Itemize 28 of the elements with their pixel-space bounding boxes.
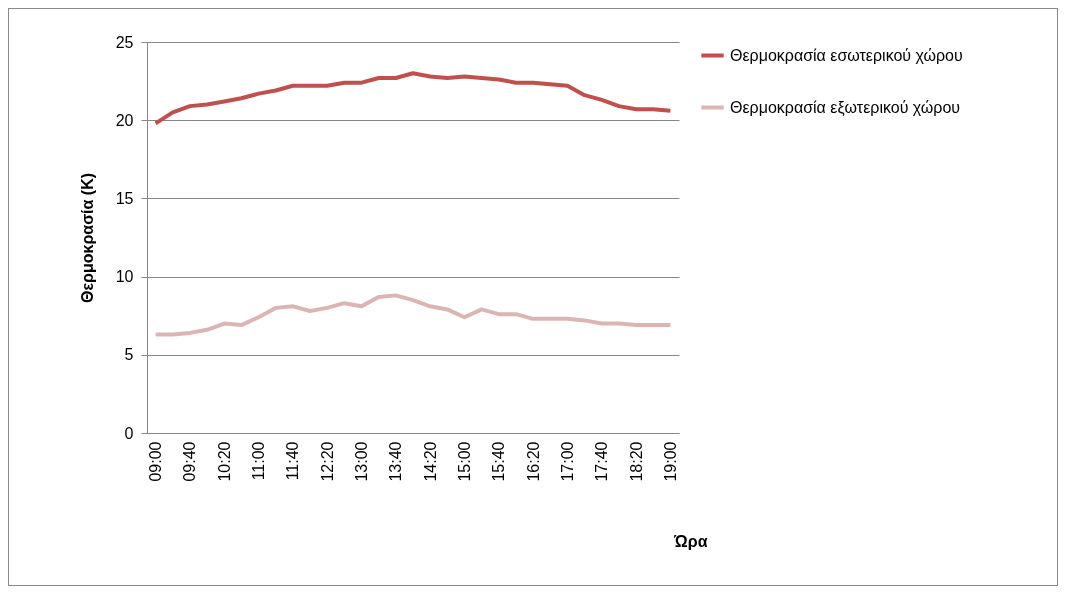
line-series bbox=[153, 293, 673, 337]
x-tick-label: 19:00 bbox=[661, 441, 679, 482]
x-tick-label: 13:40 bbox=[387, 441, 405, 482]
x-tick-label: 12:20 bbox=[318, 441, 336, 482]
y-tick-label: 0 bbox=[124, 424, 134, 442]
x-tick-label: 15:00 bbox=[455, 441, 473, 482]
x-tick-label: 15:40 bbox=[490, 441, 508, 482]
x-tick-label: 11:40 bbox=[284, 441, 302, 481]
y-tick-label: 15 bbox=[115, 189, 134, 207]
line-series bbox=[153, 71, 673, 126]
legend-label: Θερμοκρασία εσωτερικού χώρου bbox=[730, 46, 963, 64]
x-tick-label: 13:00 bbox=[353, 441, 371, 482]
x-tick-label: 09:00 bbox=[147, 441, 165, 482]
x-tick-label: 11:00 bbox=[250, 441, 268, 481]
x-tick-label: 17:00 bbox=[558, 441, 576, 482]
legend-label: Θερμοκρασία εξωτερικού χώρου bbox=[730, 98, 961, 117]
x-tick-label: 14:20 bbox=[421, 441, 439, 482]
y-tick-label: 25 bbox=[115, 33, 134, 51]
x-tick-label: 09:40 bbox=[181, 441, 199, 482]
x-tick-label: 10:20 bbox=[215, 441, 233, 482]
x-tick-label: 16:20 bbox=[524, 441, 542, 482]
x-tick-label: 18:20 bbox=[627, 441, 645, 482]
y-tick-label: 5 bbox=[124, 346, 134, 364]
y-tick-label: 10 bbox=[115, 268, 134, 286]
x-axis-title: Ώρα bbox=[673, 532, 708, 550]
x-tick-label: 17:40 bbox=[593, 441, 611, 482]
y-tick-label: 20 bbox=[115, 111, 134, 129]
y-axis-title: Θερμοκρασία (K) bbox=[78, 172, 96, 304]
